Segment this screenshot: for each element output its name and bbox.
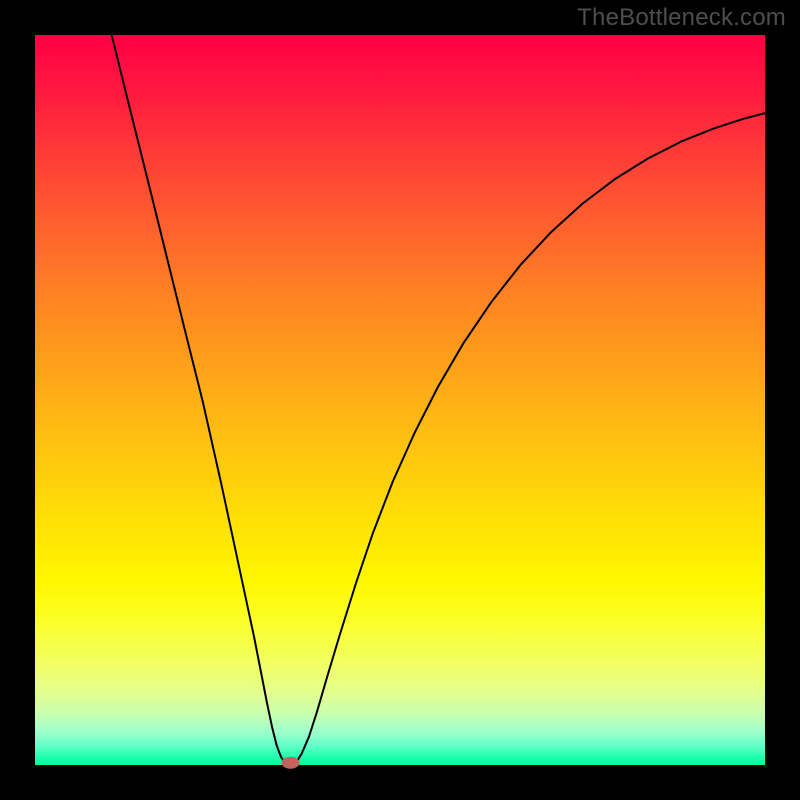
optimal-point-marker	[282, 757, 300, 769]
plot-background	[35, 35, 765, 765]
watermark-text: TheBottleneck.com	[577, 4, 786, 32]
bottleneck-chart	[0, 0, 800, 800]
chart-stage: TheBottleneck.com	[0, 0, 800, 800]
